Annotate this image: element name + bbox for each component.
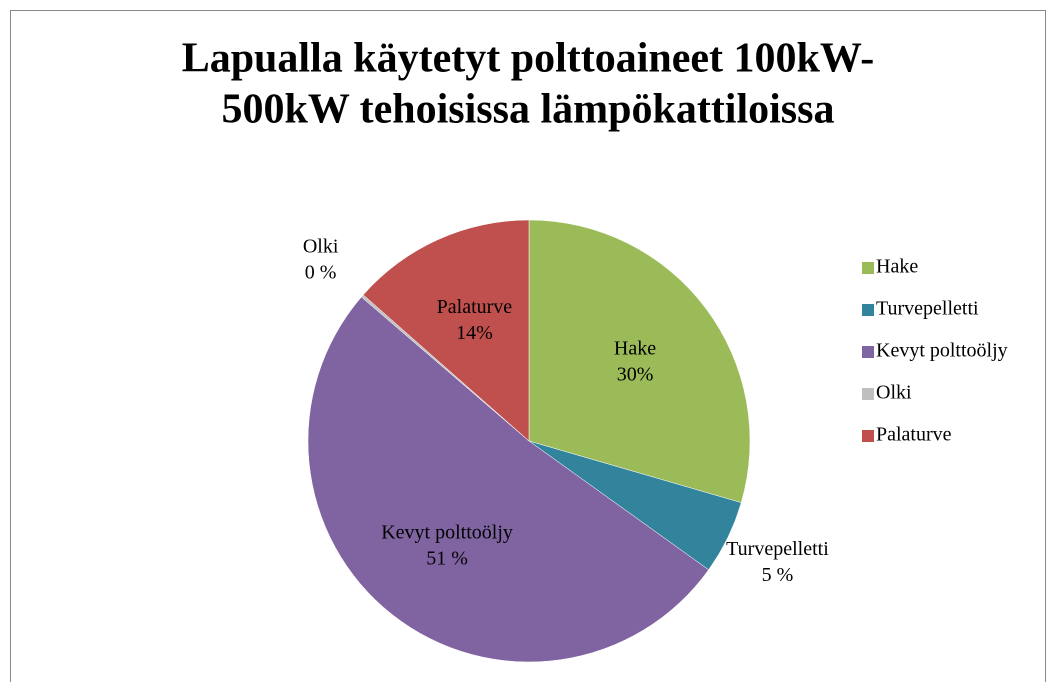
chart-title: 500kW tehoisissa lämpökattiloissa (222, 87, 835, 133)
data-label-value: 14% (456, 322, 493, 344)
data-label: Turvepelletti 5 % (726, 537, 829, 585)
data-label-category: Hake (614, 337, 656, 359)
data-label-category: Turvepelletti (726, 537, 829, 559)
data-label-value: 0 % (305, 261, 337, 283)
legend-label: Hake (876, 256, 918, 278)
data-label: Olki 0 % (303, 235, 339, 283)
data-label: Palaturve 14% (437, 296, 513, 344)
chart-title: Lapualla käytetyt polttoaineet 100kW- (182, 36, 875, 82)
legend-swatch (862, 430, 874, 442)
data-label-category: Palaturve (437, 296, 513, 318)
legend-label: Turvepelletti (876, 298, 979, 320)
data-label-value: 30% (617, 363, 654, 385)
data-label: Kevyt polttoöljy 51 % (381, 521, 513, 569)
pie-slice (528, 219, 751, 503)
legend-label: Olki (876, 382, 912, 404)
data-label-category: Kevyt polttoöljy (381, 521, 513, 543)
pie-slice (307, 296, 709, 663)
legend-label: Palaturve (876, 424, 952, 446)
legend-label: Kevyt polttoöljy (876, 340, 1008, 362)
data-label: Hake 30% (614, 337, 656, 385)
data-label-value: 51 % (426, 547, 468, 569)
legend-swatch (862, 346, 874, 358)
pie-slice (362, 219, 530, 442)
data-label-value: 5 % (762, 563, 794, 585)
legend-swatch (862, 388, 874, 400)
data-label-category: Olki (303, 235, 339, 257)
legend-swatch (862, 304, 874, 316)
legend-swatch (862, 262, 874, 274)
